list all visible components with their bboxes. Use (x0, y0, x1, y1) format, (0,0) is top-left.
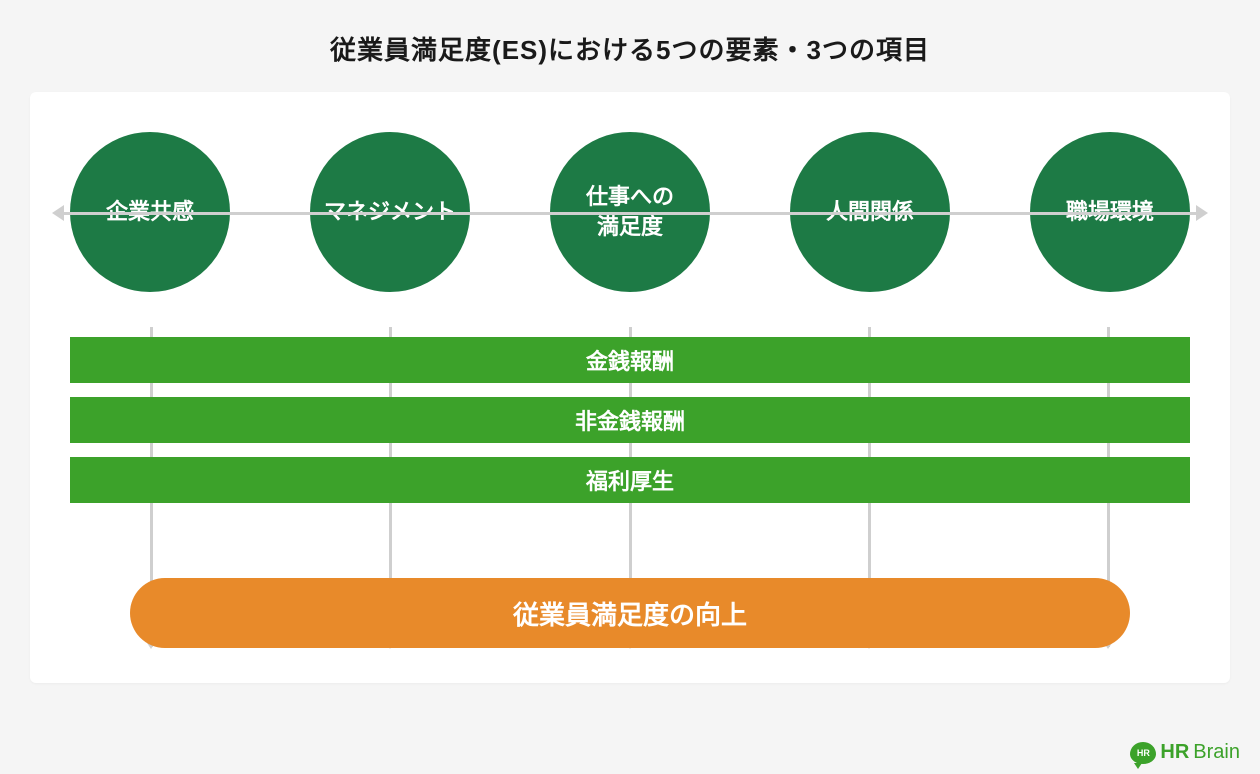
result-pill: 従業員満足度の向上 (130, 578, 1130, 648)
elements-row: 企業共感 マネジメント 仕事への満足度 人間関係 職場環境 (70, 132, 1190, 292)
speech-bubble-icon: HR (1130, 742, 1156, 764)
diagram-card: 企業共感 マネジメント 仕事への満足度 人間関係 職場環境 金銭報酬 非金銭報酬… (30, 92, 1230, 683)
flow-area: 金銭報酬 非金銭報酬 福利厚生 従業員満足度の向上 (70, 337, 1190, 648)
brand-logo: HR HRBrain (1130, 741, 1240, 764)
items-bars: 金銭報酬 非金銭報酬 福利厚生 (70, 337, 1190, 503)
bar-welfare: 福利厚生 (70, 457, 1190, 503)
bar-monetary: 金銭報酬 (70, 337, 1190, 383)
horizontal-connector (60, 212, 1200, 215)
bar-label: 福利厚生 (586, 464, 674, 496)
logo-text-light: Brain (1193, 741, 1240, 764)
page-title: 従業員満足度(ES)における5つの要素・3つの項目 (0, 0, 1260, 67)
bar-label: 非金銭報酬 (575, 404, 685, 436)
logo-text-bold: HR (1160, 741, 1189, 764)
result-label: 従業員満足度の向上 (513, 595, 747, 632)
bar-nonmonetary: 非金銭報酬 (70, 397, 1190, 443)
bar-label: 金銭報酬 (586, 344, 674, 376)
